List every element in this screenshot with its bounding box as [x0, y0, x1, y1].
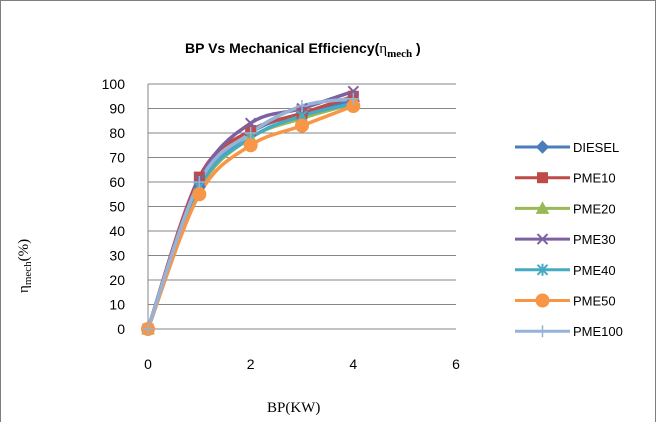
data-point-pme100-0-stroke: [142, 323, 154, 335]
data-point-pme50-3: [295, 118, 309, 133]
x-tick-label-0: 0: [144, 356, 152, 372]
data-point-pme30-4-stroke: [347, 85, 360, 98]
legend-marker-pme30-stroke: [536, 233, 549, 245]
chart-title-main: BP Vs Mechanical Efficiency(: [185, 40, 380, 56]
y-axis-title: ηmech(%): [16, 239, 34, 293]
data-point-pme50-1: [192, 187, 207, 202]
legend-item-pme40: PME40: [515, 263, 616, 278]
y-axis-title-symbol: η: [16, 285, 32, 293]
legend: DIESEL PME10 PME20 PME30 PME40 PME50 PME100: [515, 140, 623, 339]
legend-item-pme30: PME30: [515, 232, 616, 247]
y-axis-title-subscript: mech: [22, 261, 34, 285]
data-point-pme100-4-stroke: [347, 92, 360, 105]
legend-label-diesel: DIESEL: [573, 140, 619, 155]
data-point-pme100-1: [193, 176, 206, 188]
legend-label-pme20: PME20: [573, 201, 616, 216]
legend-label-pme50: PME50: [573, 294, 616, 309]
data-point-pme50-2: [243, 138, 258, 153]
chart-title-close: ): [412, 40, 421, 56]
legend-item-pme50: PME50: [515, 293, 616, 309]
series-line-pme50: [146, 104, 354, 330]
y-tick-label-40: 40: [109, 223, 125, 239]
y-tick-label-90: 90: [109, 101, 125, 117]
chart-title-subscript: mech: [387, 48, 412, 60]
x-tick-label-4: 4: [349, 356, 357, 372]
data-point-pme100-3-stroke: [296, 100, 308, 113]
x-tick-labels: 0 2 4 6: [144, 356, 460, 372]
data-point-pme100-0: [142, 323, 154, 335]
legend-label-pme100: PME100: [573, 324, 623, 339]
data-point-pme30-2: [244, 117, 257, 129]
y-tick-label-0: 0: [117, 321, 125, 337]
series-markers: [141, 85, 361, 336]
axes: [147, 84, 456, 330]
y-tick-label-70: 70: [109, 150, 125, 166]
y-tick-label-20: 20: [109, 272, 125, 288]
x-tick-label-6: 6: [452, 356, 460, 372]
y-axis-title-suffix: (%): [16, 239, 32, 262]
y-tick-label-60: 60: [109, 174, 125, 190]
legend-marker-pme100: [536, 325, 549, 338]
legend-marker-pme20: [535, 201, 550, 214]
data-point-pme100-1-stroke: [193, 176, 206, 188]
legend-label-pme10: PME10: [573, 171, 616, 186]
legend-marker-diesel: [535, 140, 550, 154]
y-tick-label-80: 80: [109, 125, 125, 141]
data-point-pme100-2: [244, 127, 257, 139]
data-point-pme30-2-stroke: [244, 117, 257, 129]
legend-item-diesel: DIESEL: [515, 140, 619, 155]
legend-marker-pme50: [535, 293, 550, 308]
legend-marker-pme30: [536, 233, 549, 245]
legend-marker-pme10: [537, 172, 548, 184]
x-axis-title: BP(KW): [267, 400, 320, 416]
legend-marker-pme40: [536, 263, 549, 276]
legend-item-pme10: PME10: [515, 171, 616, 186]
legend-item-pme20: PME20: [515, 201, 616, 216]
y-tick-labels: 0 10 20 30 40 50 60 70 80 90 100: [102, 76, 126, 337]
legend-label-pme30: PME30: [573, 232, 616, 247]
series-lines: [146, 89, 354, 330]
y-tick-label-30: 30: [109, 248, 125, 264]
data-point-pme100-3: [296, 100, 308, 113]
data-point-pme30-4: [347, 85, 360, 98]
x-tick-label-2: 2: [247, 356, 255, 372]
chart-title-symbol: η: [379, 41, 387, 57]
y-tick-label-50: 50: [109, 199, 125, 215]
y-tick-label-10: 10: [109, 297, 125, 313]
legend-item-pme100: PME100: [515, 324, 623, 339]
series-line-pme100: [146, 96, 354, 330]
legend-label-pme40: PME40: [573, 263, 616, 278]
chart-title: BP Vs Mechanical Efficiency(ηmech ): [185, 40, 421, 60]
legend-marker-pme40-stroke: [536, 263, 549, 276]
data-point-pme100-2-stroke: [244, 127, 257, 139]
y-tick-label-100: 100: [102, 76, 126, 92]
data-point-pme100-4: [347, 92, 360, 105]
legend-marker-pme100-stroke: [536, 325, 549, 338]
